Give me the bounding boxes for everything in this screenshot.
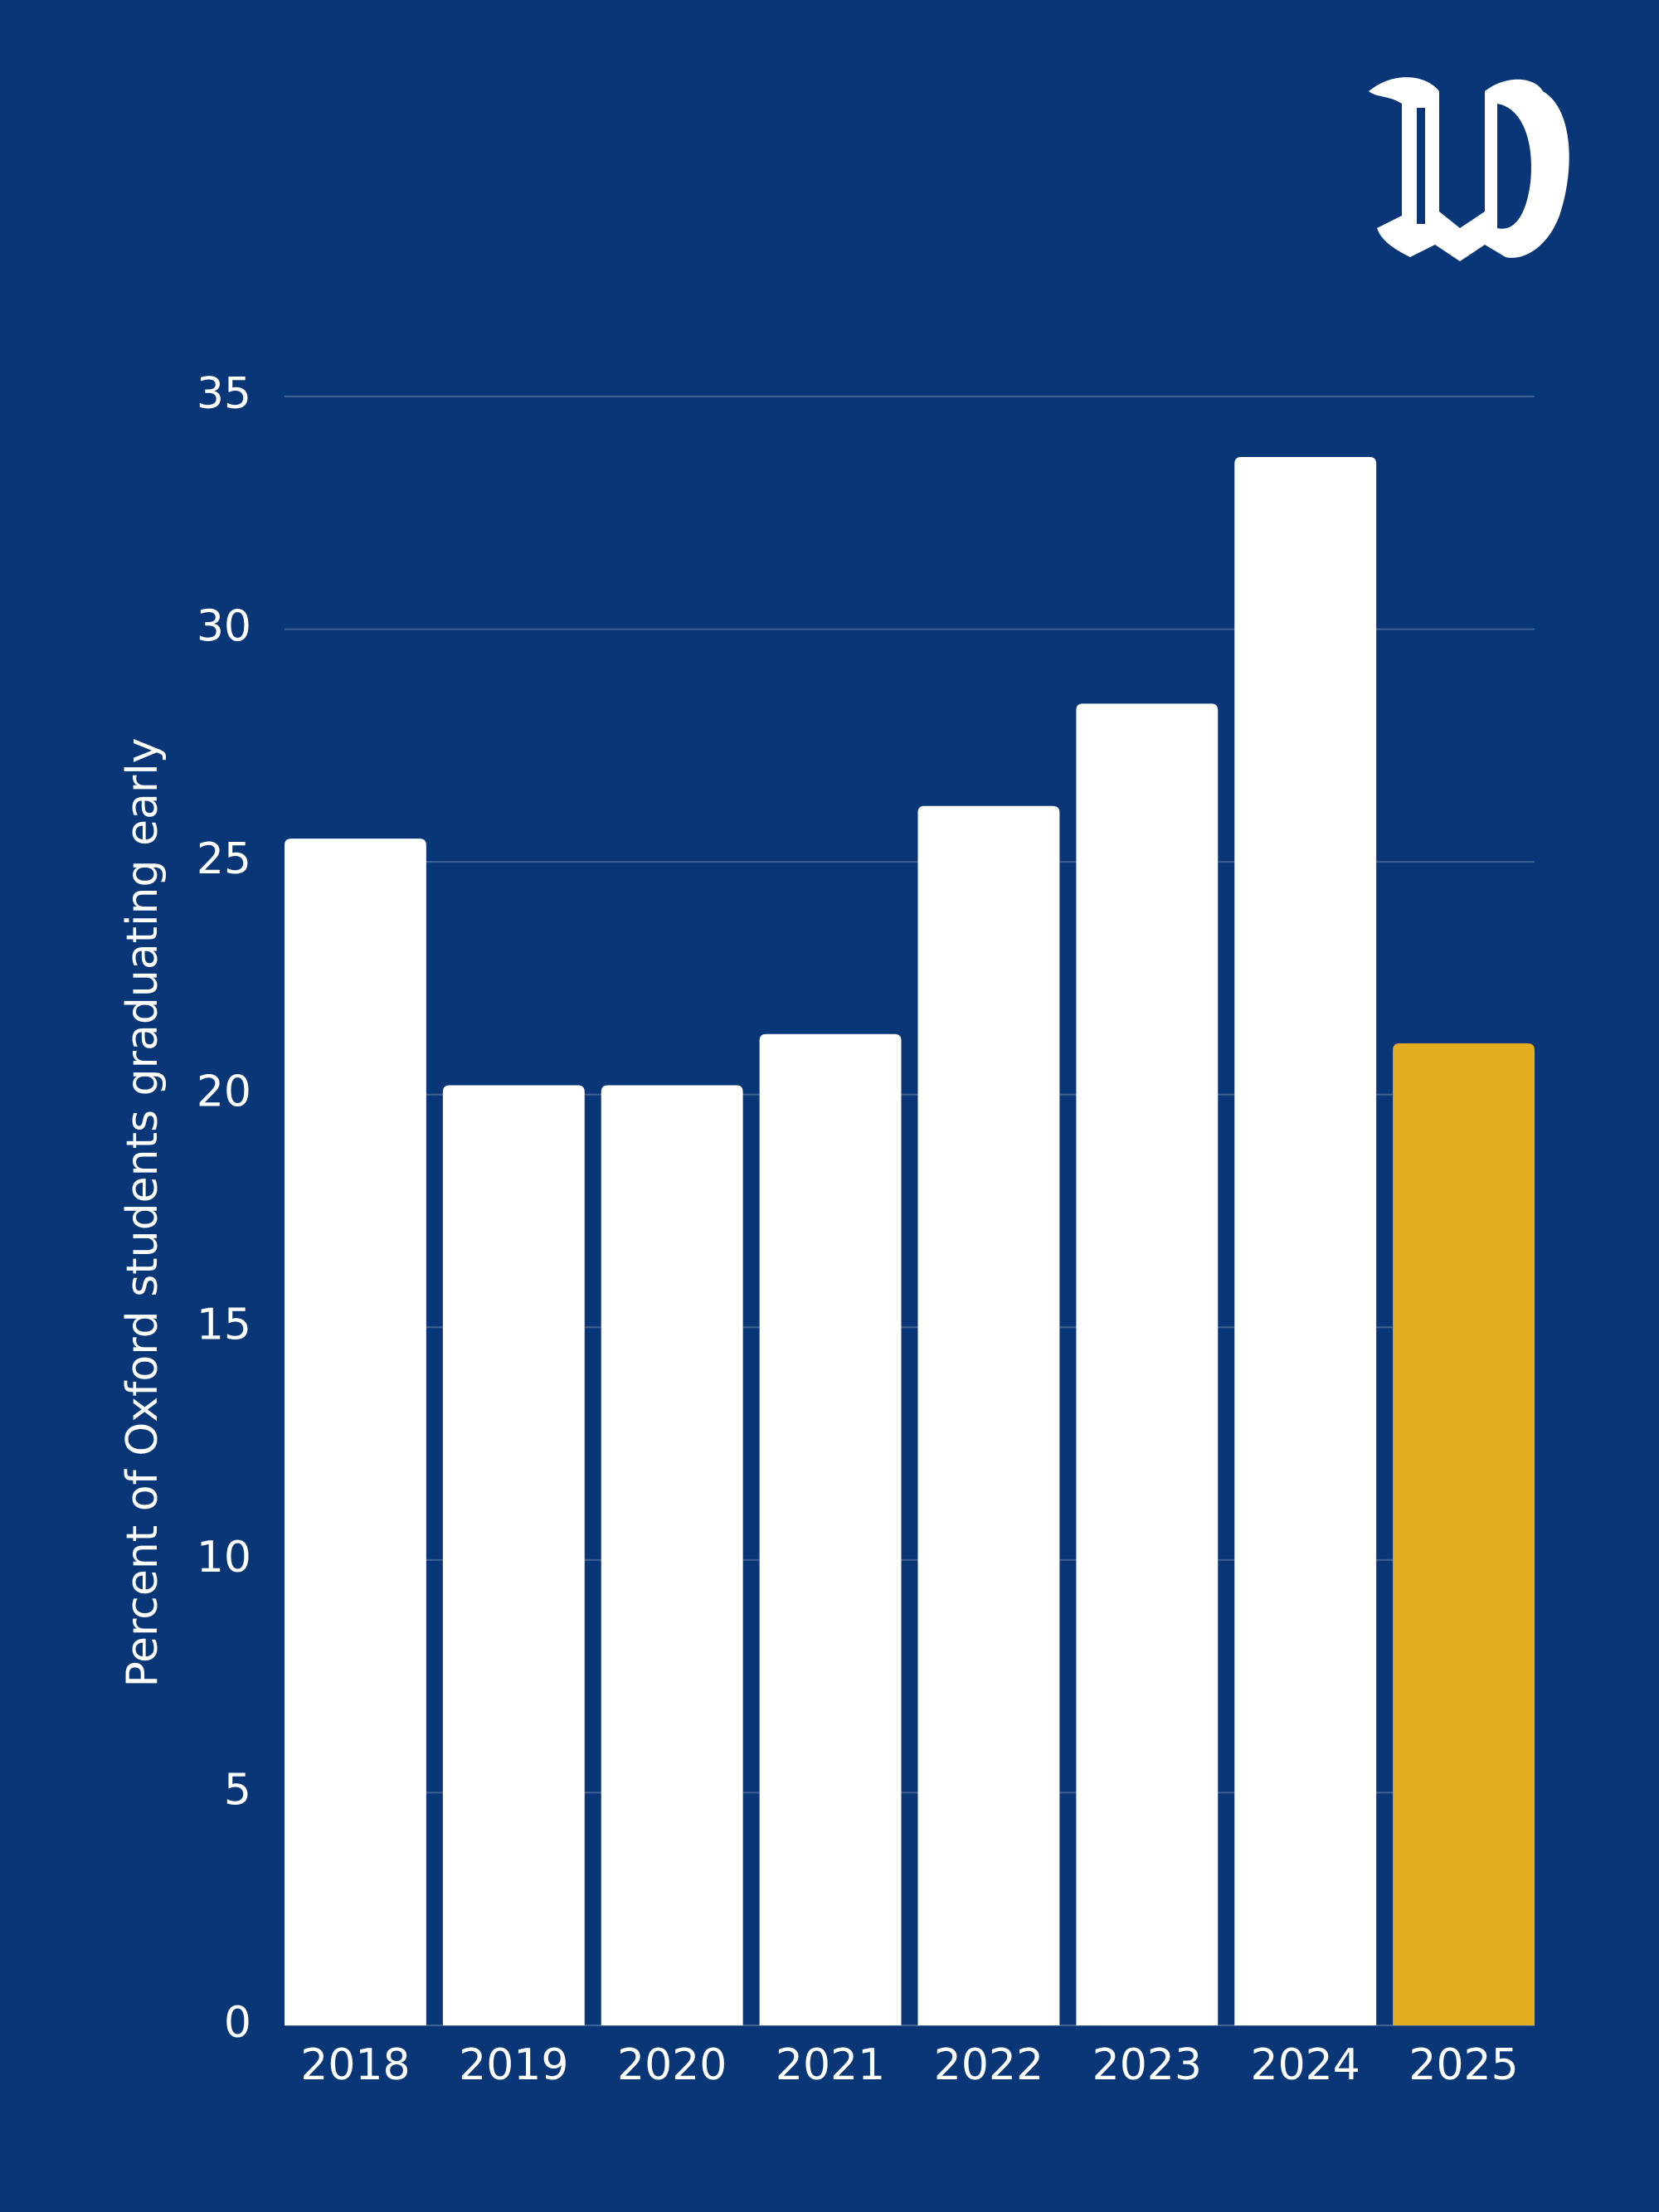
- y-tick-label: 15: [197, 1300, 251, 1349]
- y-tick-label: 30: [197, 602, 251, 652]
- bar: [759, 1033, 902, 2025]
- y-tick-label: 5: [224, 1765, 251, 1815]
- logo-counter: [1497, 104, 1531, 229]
- y-tick-label: 0: [224, 1998, 251, 2048]
- x-tick-label: 2018: [300, 2040, 410, 2090]
- bar: [917, 805, 1060, 2026]
- x-tick-label: 2023: [1092, 2040, 1202, 2090]
- x-tick-label: 2024: [1251, 2040, 1360, 2090]
- bars: [285, 456, 1535, 2026]
- x-tick-label: 2021: [776, 2040, 885, 2090]
- y-tick-label: 10: [197, 1533, 251, 1582]
- y-tick-label: 20: [197, 1067, 251, 1117]
- bar: [285, 839, 426, 2025]
- bar: [1393, 1043, 1535, 2025]
- y-axis-label: Percent of Oxford students graduating ea…: [118, 738, 168, 1688]
- logo-stroke: [1417, 108, 1425, 224]
- bar: [1234, 456, 1377, 2026]
- x-tick-label: 2025: [1408, 2040, 1518, 2090]
- bar: [442, 1085, 585, 2025]
- x-tick-label: 2019: [459, 2040, 568, 2090]
- bar: [601, 1085, 743, 2025]
- y-tick-label: 35: [197, 369, 251, 419]
- logo: [1369, 77, 1569, 261]
- x-tick-label: 2020: [617, 2040, 727, 2090]
- x-tick-label: 2022: [934, 2040, 1044, 2090]
- bar: [1076, 703, 1219, 2026]
- y-tick-label: 25: [197, 834, 251, 884]
